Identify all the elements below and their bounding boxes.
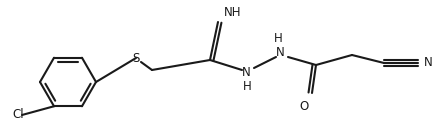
Text: NH: NH [224,6,241,19]
Text: Cl: Cl [12,109,24,122]
Text: N: N [276,45,284,58]
Text: N: N [242,66,251,79]
Text: H: H [274,32,283,45]
Text: O: O [300,99,309,112]
Text: H: H [243,79,251,92]
Text: S: S [132,52,140,65]
Text: N: N [424,56,433,69]
